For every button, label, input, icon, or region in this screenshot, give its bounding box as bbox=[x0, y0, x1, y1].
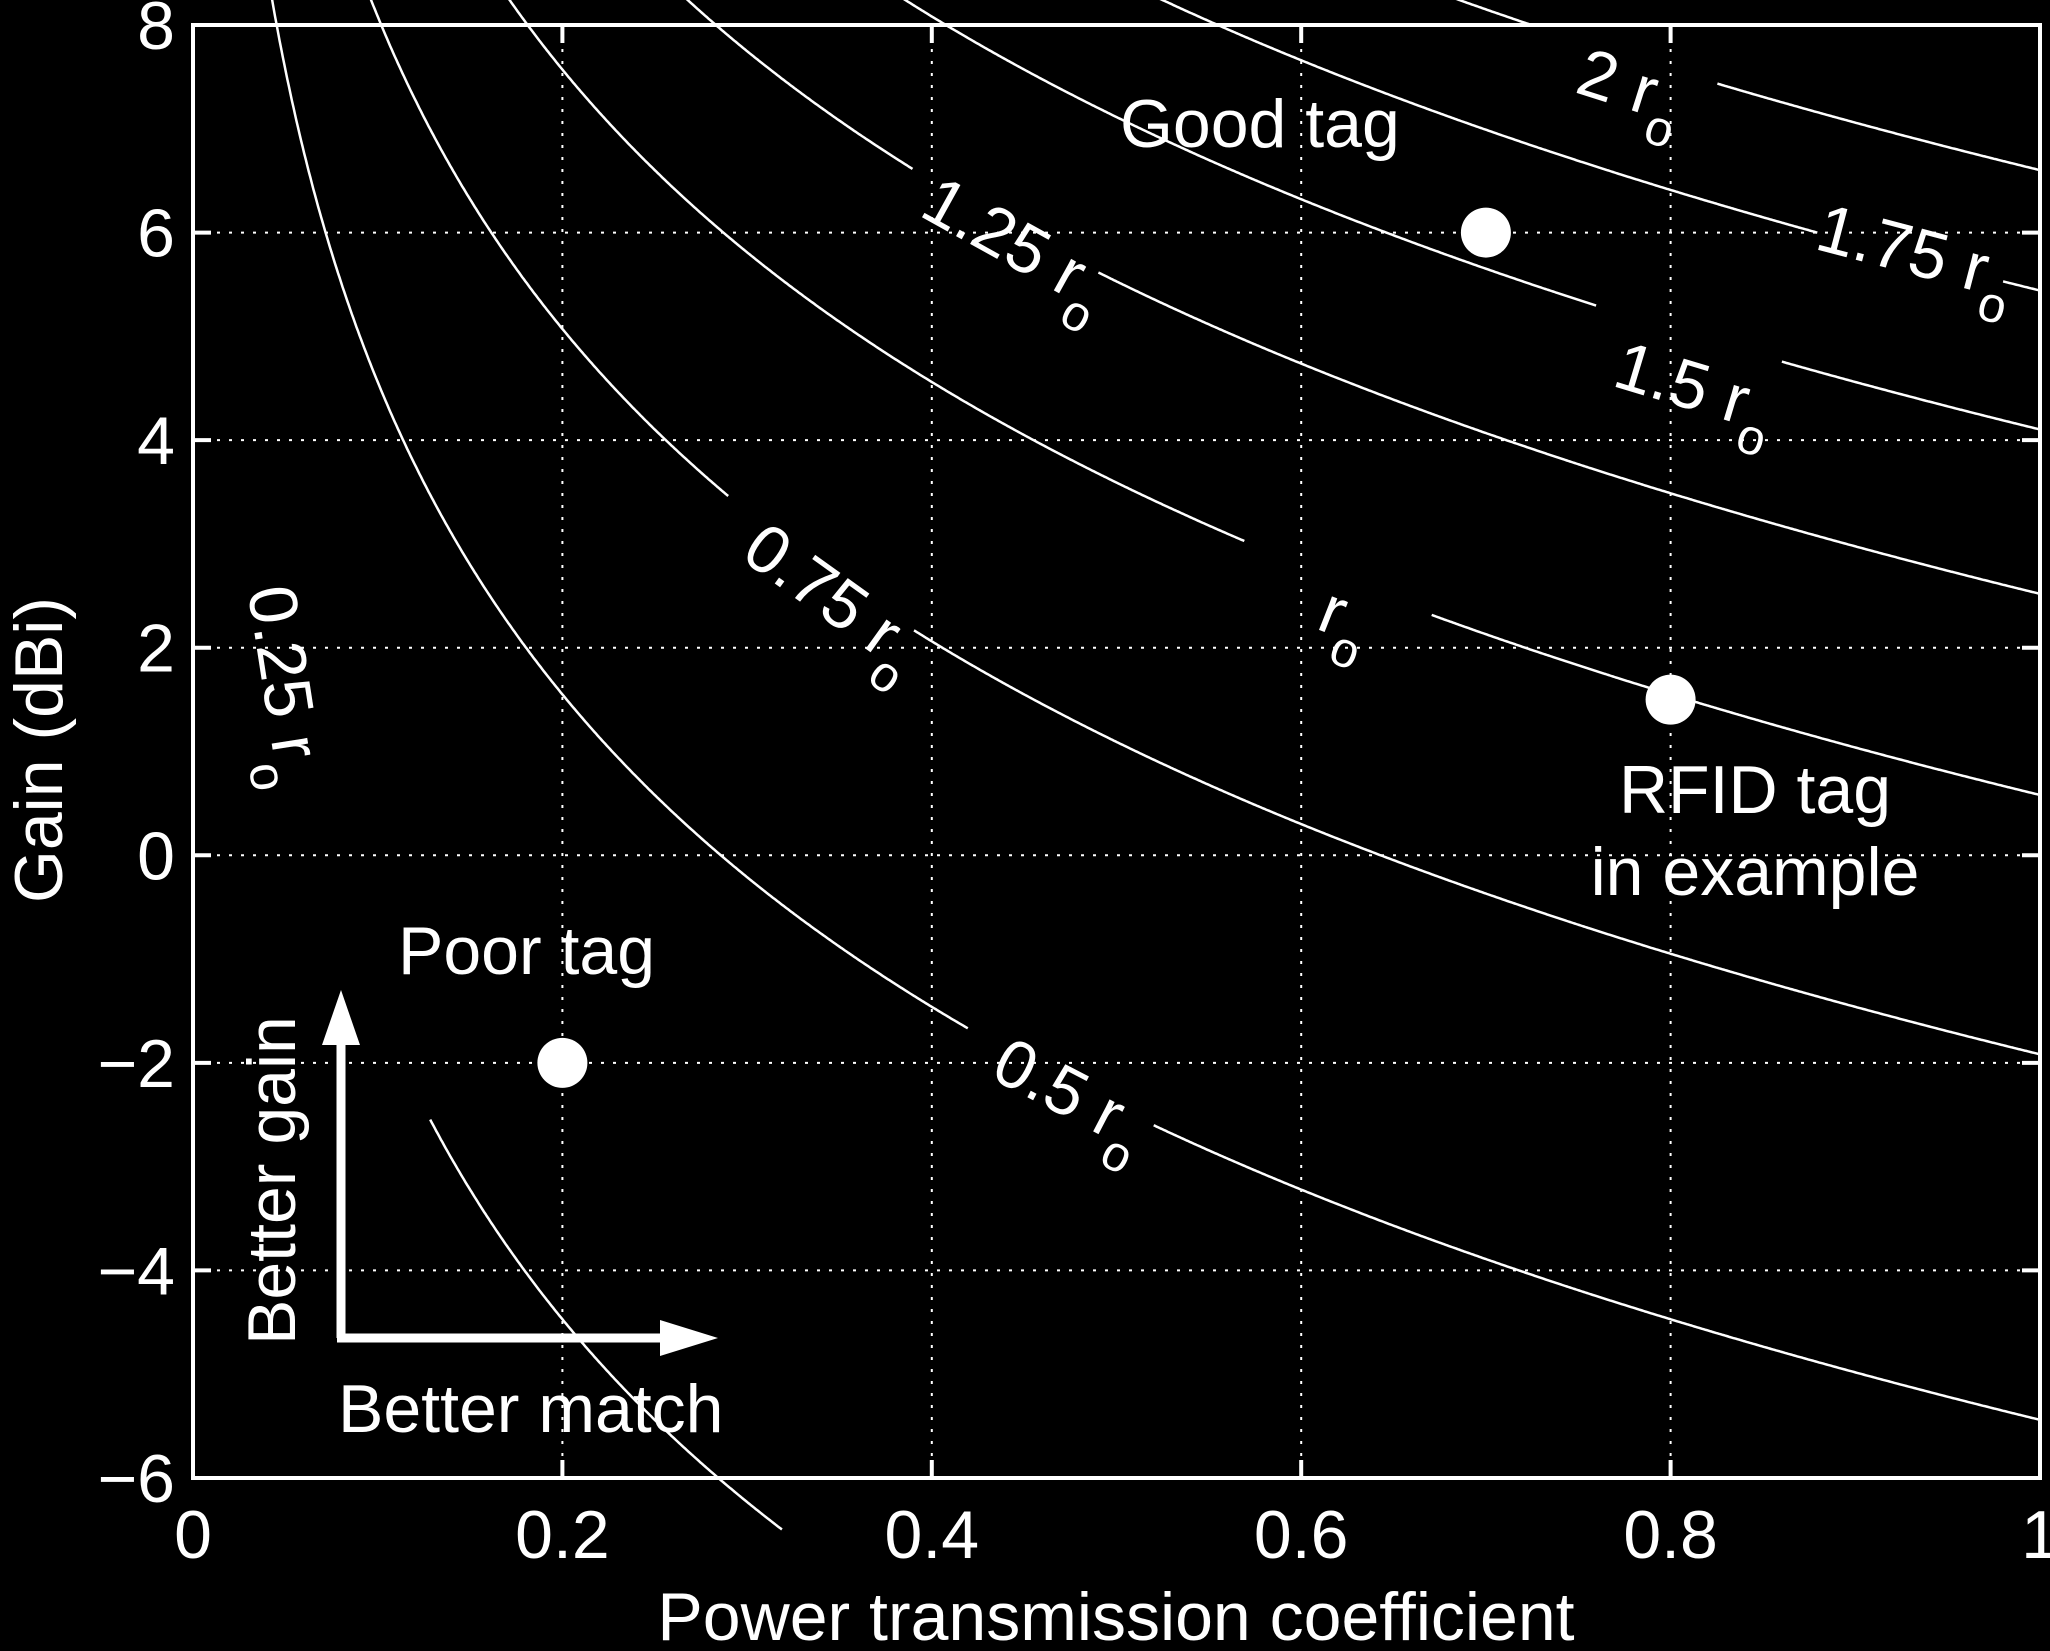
y-tick-label: 4 bbox=[137, 403, 175, 479]
contour-line bbox=[1431, 613, 2041, 797]
contour-label: 0.75 ro bbox=[717, 508, 938, 705]
contour-line bbox=[270, 0, 969, 1030]
contour-label: 1.25 ro bbox=[900, 161, 1124, 345]
contour-line bbox=[1717, 82, 2041, 172]
contour-line bbox=[1781, 360, 2041, 431]
y-tick-label: −6 bbox=[97, 1441, 175, 1517]
contour-curves bbox=[270, 0, 2041, 1531]
contour-line bbox=[369, 0, 729, 497]
data-point bbox=[1460, 207, 1511, 258]
contour-line bbox=[902, 0, 1597, 307]
y-tick-label: −2 bbox=[97, 1026, 175, 1102]
contour-label: 0.5 ro bbox=[971, 1023, 1162, 1185]
data-points bbox=[537, 207, 1696, 1088]
contour-line bbox=[1153, 1124, 2041, 1422]
x-tick-label: 0.2 bbox=[515, 1497, 610, 1573]
contour-label: 2 ro bbox=[1562, 34, 1694, 160]
contour-label: 1.5 ro bbox=[1600, 327, 1785, 468]
data-point bbox=[537, 1037, 588, 1088]
x-tick-label: 0 bbox=[174, 1497, 212, 1573]
contour-label: ro bbox=[1301, 571, 1384, 681]
y-tick-label: 2 bbox=[137, 611, 175, 687]
y-tick-label: 0 bbox=[137, 818, 175, 894]
contour-label: 1.75 ro bbox=[1804, 189, 2024, 335]
rfid-tag-label-line1: RFID tag bbox=[1619, 752, 1891, 828]
better-match-arrow bbox=[337, 1320, 718, 1356]
contour-labels: 0.25 ro 0.5 ro 0.75 ro ro 1.25 ro 1.5 ro1.75 … bbox=[211, 34, 2024, 1186]
contour-line bbox=[1159, 0, 1818, 234]
y-tick-label: 8 bbox=[137, 0, 175, 64]
contour-label: 0.25 ro bbox=[211, 580, 339, 794]
x-tick-labels: 0 0.2 0.4 0.6 0.8 1 bbox=[174, 1497, 2050, 1573]
better-gain-arrow bbox=[322, 990, 360, 1338]
contour-line bbox=[1097, 271, 2041, 596]
rfid-tag-label-line2: in example bbox=[1591, 834, 1920, 910]
y-axis-label: Gain (dBi) bbox=[1, 597, 77, 903]
better-gain-label: Better gain bbox=[234, 1016, 310, 1345]
data-point bbox=[1645, 674, 1696, 725]
contour-line bbox=[685, 0, 914, 170]
x-tick-label: 0.4 bbox=[885, 1497, 980, 1573]
contour-line bbox=[429, 1119, 783, 1531]
x-tick-label: 0.6 bbox=[1254, 1497, 1349, 1573]
x-tick-label: 0.8 bbox=[1623, 1497, 1718, 1573]
poor-tag-label: Poor tag bbox=[398, 913, 655, 989]
plot-frame bbox=[191, 23, 2042, 1480]
contour-line bbox=[913, 629, 2041, 1056]
y-tick-labels: −6 −4 −2 0 2 4 6 8 bbox=[97, 0, 175, 1517]
contour-line bbox=[1455, 0, 1532, 27]
good-tag-label: Good tag bbox=[1120, 86, 1400, 162]
y-tick-label: −4 bbox=[97, 1233, 175, 1309]
y-tick-label: 6 bbox=[137, 196, 175, 272]
tick-marks bbox=[191, 23, 2042, 1480]
x-axis-label: Power transmission coefficient bbox=[657, 1579, 1574, 1651]
x-tick-label: 1 bbox=[2021, 1497, 2050, 1573]
contour-line bbox=[2002, 280, 2041, 292]
contour-line bbox=[508, 0, 1245, 543]
grid bbox=[193, 25, 2040, 1478]
better-match-label: Better match bbox=[338, 1371, 724, 1447]
